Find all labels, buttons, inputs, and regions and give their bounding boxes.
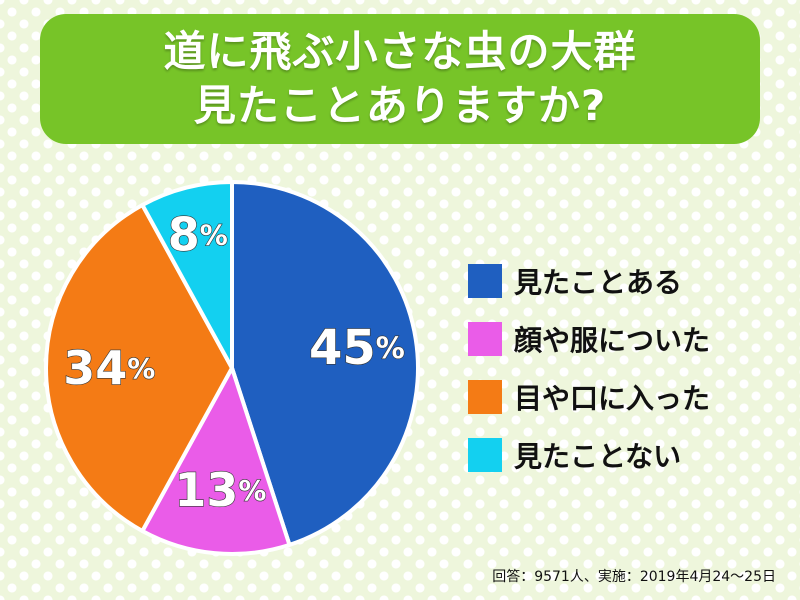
pie-slice-unit: % <box>238 474 266 507</box>
legend-label: 顔や服についた <box>514 324 711 357</box>
legend-item: 見たことない <box>468 426 710 484</box>
legend-label: 見たことない <box>514 440 682 473</box>
title-line-2: 見たことありますか? <box>193 81 607 130</box>
pie-slice-unit: % <box>127 352 155 385</box>
legend-item: 見たことある <box>468 252 710 310</box>
title-line-1: 道に飛ぶ小さな虫の大群 <box>163 27 637 76</box>
legend-label: 目や口に入った <box>514 382 711 415</box>
pie-slice <box>230 180 420 547</box>
legend-label: 見たことある <box>514 266 683 299</box>
pie-slice-unit: % <box>376 331 405 365</box>
legend-swatch <box>468 264 502 298</box>
pie-slice <box>140 366 292 556</box>
legend-swatch <box>468 322 502 356</box>
legend-swatch <box>468 438 502 472</box>
legend: 見たことある 顔や服についた 目や口に入った 見たことない <box>468 252 710 484</box>
survey-footnote: 回答：9571人、実施：2019年4月24～25日 <box>492 569 776 585</box>
title-banner: 道に飛ぶ小さな虫の大群 見たことありますか? <box>40 14 760 144</box>
legend-item: 顔や服についた <box>468 310 710 368</box>
pie-slice-unit: % <box>200 218 228 251</box>
legend-item: 目や口に入った <box>468 368 710 426</box>
pie-slice <box>140 180 234 370</box>
pie-slice-label: 34% <box>63 341 155 395</box>
legend-swatch <box>468 380 502 414</box>
